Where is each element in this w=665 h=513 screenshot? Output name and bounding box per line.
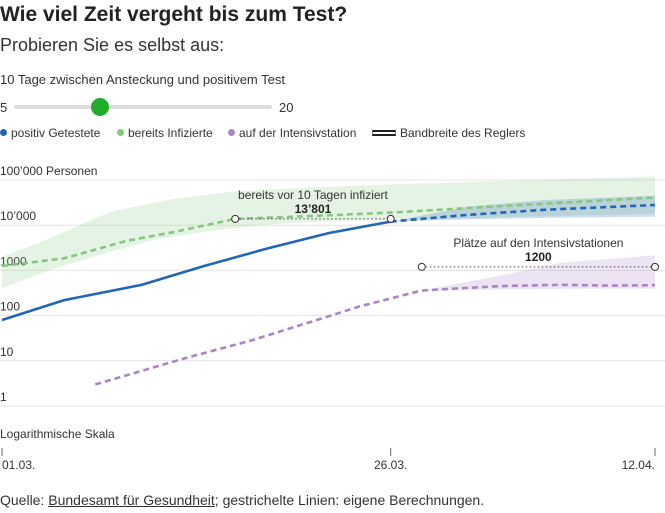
footer-prefix: Quelle: — [0, 492, 49, 508]
delay-slider-track[interactable] — [14, 105, 272, 109]
source-footer: Quelle: Bundesamt für Gesundheit; gestri… — [0, 492, 484, 508]
series-line — [390, 203, 656, 223]
legend-label: bereits Infizierte — [128, 126, 213, 140]
y-tick-label: 100 — [0, 300, 20, 314]
source-link[interactable]: Bundesamt für Gesundheit — [48, 492, 215, 508]
legend-item-intensivstation: auf der Intensivstation — [228, 126, 356, 140]
annotation-marker — [386, 214, 395, 223]
line-chart: 100’000 Personen10’0001000100101bereits … — [0, 164, 665, 472]
slider-min-label: 5 — [0, 100, 8, 115]
annotation-value: 1200 — [525, 250, 552, 264]
page-subtitle: Probieren Sie es selbst aus: — [0, 35, 225, 55]
annotation-marker — [417, 262, 426, 271]
y-tick-label: 10 — [0, 345, 14, 359]
legend-label: positiv Getestete — [11, 126, 101, 140]
delay-slider-handle[interactable] — [91, 98, 109, 116]
range-band — [2, 176, 655, 289]
page-title: Wie viel Zeit vergeht bis zum Test? — [0, 3, 348, 26]
legend-item-bereits-infizierte: bereits Infizierte — [117, 126, 213, 140]
annotation-marker — [231, 214, 240, 223]
annotation-title: bereits vor 10 Tagen infiziert — [238, 188, 389, 202]
y-tick-label: 1 — [0, 390, 7, 404]
annotation-title: Plätze auf den Intensivstationen — [453, 236, 623, 250]
scale-note: Logarithmische Skala — [0, 427, 115, 441]
legend-label: auf der Intensivstation — [239, 126, 357, 140]
legend-dot-purple — [228, 129, 235, 137]
legend-dot-blue — [0, 129, 7, 137]
slider-max-label: 20 — [279, 100, 294, 115]
footer-suffix: ; gestrichelte Linien: eigene Berechnung… — [214, 492, 485, 508]
y-tick-label: 100’000 Personen — [0, 164, 97, 178]
legend-item-bandbreite: Bandbreite des Reglers — [372, 126, 525, 140]
slider-label: 10 Tage zwischen Ansteckung und positive… — [0, 72, 285, 87]
legend-dot-green — [117, 129, 124, 137]
legend-label: Bandbreite des Reglers — [400, 126, 526, 140]
series-line — [94, 283, 656, 386]
y-tick-label: 10’000 — [0, 209, 36, 223]
legend-item-positiv-getestete: positiv Getestete — [0, 126, 100, 140]
x-tick-label: 26.03. — [374, 458, 407, 472]
series-line — [1, 220, 391, 322]
annotation-value: 13’801 — [295, 202, 332, 216]
x-tick-label: 12.04. — [622, 458, 655, 472]
x-tick-label: 01.03. — [2, 458, 35, 472]
annotation-marker — [651, 262, 659, 271]
series-line — [1, 196, 656, 268]
range-band — [421, 255, 655, 291]
legend-range-icon — [372, 129, 396, 136]
